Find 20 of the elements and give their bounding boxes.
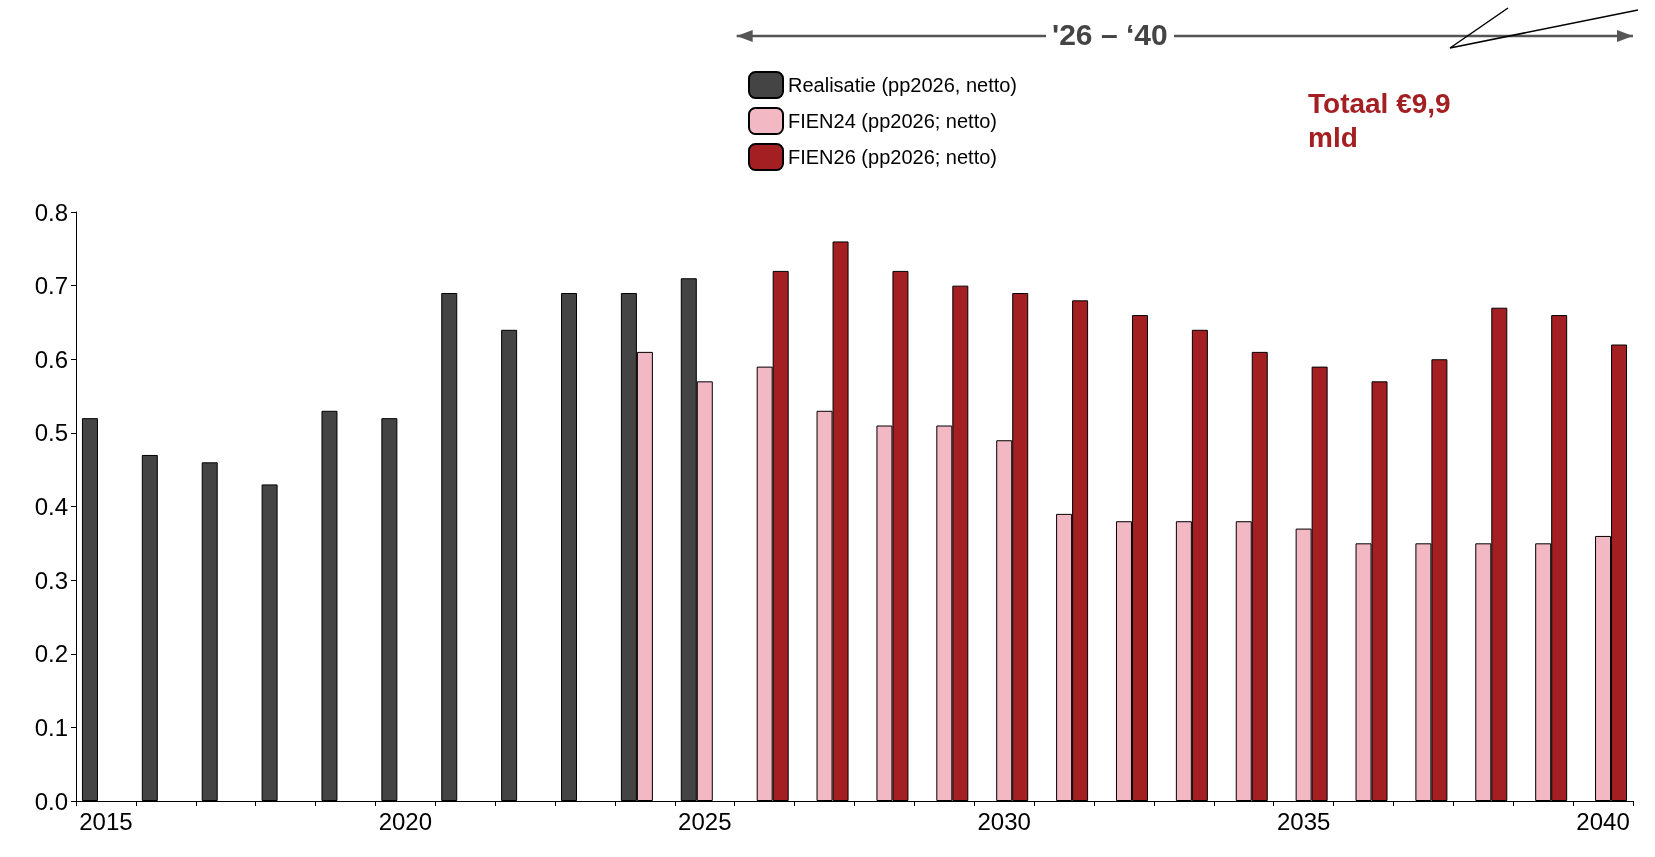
x-tick-label: 2040	[1576, 807, 1630, 835]
legend-label: FIEN26 (pp2026; netto)	[788, 146, 998, 168]
x-tick-label: 2035	[1276, 807, 1331, 835]
y-tick-label: 0.6	[34, 345, 68, 373]
legend-label: FIEN24 (pp2026; netto)	[788, 110, 998, 132]
y-tick-label: 0.5	[34, 419, 68, 447]
legend-label: Realisatie (pp2026, netto)	[788, 74, 1018, 96]
x-tick-label: 2015	[79, 807, 133, 835]
y-tick-label: 0.7	[34, 272, 68, 300]
x-tick-label: 2030	[977, 807, 1031, 835]
y-tick-label: 0.1	[34, 713, 68, 741]
text: Totaal €9,9 mld	[1308, 87, 1459, 153]
text: '26 – ‘40	[1046, 18, 1174, 51]
y-tick-label: 0.4	[34, 493, 68, 520]
x-tick-label: 2025	[678, 807, 732, 835]
y-tick-label: 0.3	[34, 566, 68, 594]
y-tick-label: 0.0	[34, 787, 68, 815]
x-tick-label: 2020	[378, 807, 433, 835]
y-tick-label: 0.8	[34, 198, 68, 226]
y-tick-label: 0.2	[34, 640, 68, 668]
